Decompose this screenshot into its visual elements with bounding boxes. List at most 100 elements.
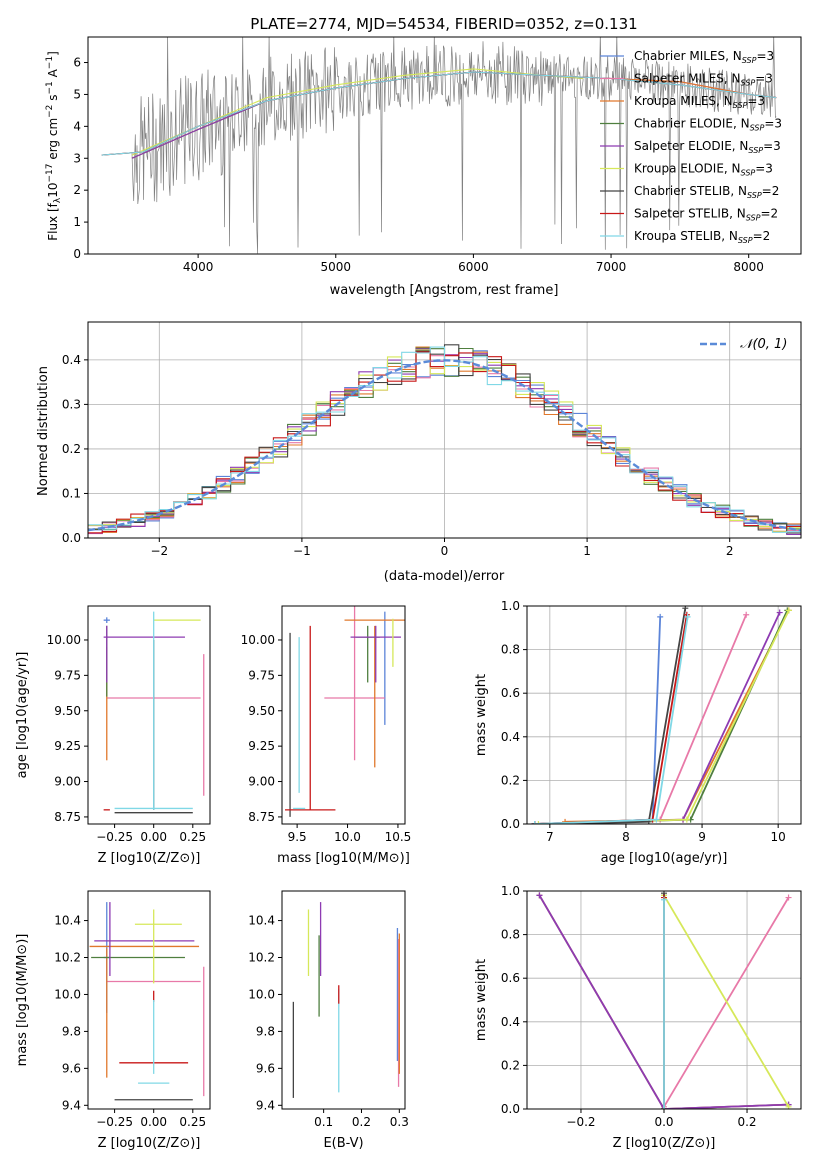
line-panel-cum-Z: −0.2 0.0 0.2 0.0 0.2 0.4 0.6 0.8 1.0 Z [log10(Z/Z…	[474, 884, 802, 1151]
y-tick-label: 0.0	[501, 1102, 520, 1116]
x-tick-label: 6000	[458, 260, 489, 274]
point-marker	[536, 892, 543, 899]
y-tick-label: 0.4	[501, 1015, 520, 1029]
point-marker	[661, 1106, 667, 1109]
y-tick-label: 0.0	[501, 817, 520, 831]
y-axis-label: Normed distribution	[36, 366, 51, 496]
legend-label: Chabrier STELIB, NSSP=2	[634, 184, 779, 200]
y-tick-label: 9.25	[54, 739, 81, 753]
axes-frame	[526, 890, 802, 1110]
y-tick-label: 1.0	[501, 599, 520, 613]
x-tick-label: −1	[293, 544, 311, 558]
y-tick-label: 0.2	[62, 442, 81, 456]
x-tick-label: 7000	[596, 260, 627, 274]
model-line-8	[101, 71, 777, 156]
y-tick-label: 2	[73, 183, 81, 197]
y-tick-label: 0.1	[62, 486, 81, 500]
x-axis-label: Z [log10(Z/Z⊙)]	[613, 1136, 716, 1151]
chart-title: PLATE=2774, MJD=54534, FIBERID=0352, z=0…	[250, 15, 637, 33]
x-tick-label: 10	[771, 830, 786, 844]
point-marker	[657, 613, 664, 620]
errorbars	[285, 606, 405, 817]
spectrum-lines	[101, 37, 777, 254]
parameter-panels: −0.25 0.00 0.25 8.75 9.00 9.25 9.50 9.75 10.00 Z …	[15, 599, 802, 1151]
x-axis-label: mass [log10(M/M⊙)]	[277, 851, 410, 866]
cumulative-lines	[531, 606, 792, 824]
x-tick-label: 8	[622, 830, 630, 844]
x-tick-label: 4000	[183, 260, 214, 274]
y-tick-label: 10.00	[241, 633, 275, 647]
errorbars	[89, 902, 205, 1101]
y-tick-label: 9.25	[248, 739, 275, 753]
legend-label: Salpeter STELIB, NSSP=2	[634, 207, 778, 223]
x-tick-label: −0.25	[96, 1115, 133, 1129]
x-tick-label: −0.25	[96, 830, 133, 844]
legend-label: Chabrier MILES, NSSP=3	[634, 49, 774, 65]
point-marker	[785, 607, 792, 614]
y-tick-label: 0.2	[501, 773, 520, 787]
axes-frame	[281, 605, 406, 825]
histogram-step-line	[88, 349, 801, 533]
y-tick-label: 0.2	[501, 1058, 520, 1072]
y-tick-label: 9.8	[62, 1024, 81, 1038]
point-marker	[535, 821, 542, 824]
y-tick-label: 10.0	[54, 987, 81, 1001]
y-tick-label: 10.4	[248, 914, 275, 928]
legend: Chabrier MILES, NSSP=3 Salpeter MILES, NS…	[600, 49, 782, 245]
x-axis-label: wavelength [Angstrom, rest frame]	[330, 283, 559, 298]
x-tick-label: 10.0	[334, 830, 361, 844]
observed-spectrum-line	[131, 37, 777, 254]
y-tick-label: 0.8	[501, 643, 520, 657]
axes-frame	[526, 605, 802, 825]
x-tick-label: 1	[583, 544, 591, 558]
histogram-step-line	[88, 346, 801, 533]
x-tick-label: 0.25	[179, 1115, 206, 1129]
x-tick-label: 0.00	[140, 1115, 167, 1129]
point-marker	[743, 611, 750, 618]
legend-label: Salpeter MILES, NSSP=3	[634, 72, 773, 88]
y-tick-label: 0	[73, 247, 81, 261]
x-tick-label: 0.0	[654, 1115, 673, 1129]
x-tick-label: 0.2	[352, 1115, 371, 1129]
errorbars	[292, 902, 400, 1098]
errorbars	[103, 611, 205, 814]
residual-plot-area: −2 −1 0 1 2 0.0 0.1 0.2 0.3 0.4	[62, 321, 802, 558]
y-tick-label: 10.00	[47, 633, 81, 647]
y-tick-label: 3	[73, 151, 81, 165]
y-tick-label: 9.4	[62, 1098, 81, 1112]
x-tick-label: 9.5	[288, 830, 307, 844]
legend-label: Kroupa STELIB, NSSP=2	[634, 229, 770, 245]
x-tick-label: 10.5	[385, 830, 412, 844]
axes-frame	[87, 890, 211, 1110]
y-tick-label: 9.50	[54, 704, 81, 718]
x-tick-label: 0	[441, 544, 449, 558]
y-axis-label: age [log10(age/yr)]	[15, 652, 30, 779]
line-panel-cum-age: 7 8 9 10 0.0 0.2 0.4 0.6 0.8 1.0 age [log10(age/yr…	[474, 599, 802, 866]
y-tick-label: 9.6	[62, 1061, 81, 1075]
x-axis-label: E(B-V)	[323, 1136, 363, 1151]
y-tick-label: 10.0	[248, 987, 275, 1001]
y-tick-label: 9.50	[248, 704, 275, 718]
y-axis-label: mass [log10(M/M⊙)]	[15, 934, 30, 1067]
axes-frame	[281, 890, 406, 1110]
legend-label: Kroupa MILES, NSSP=3	[634, 94, 765, 110]
x-tick-label: −0.2	[566, 1115, 595, 1129]
y-tick-label: 0.4	[501, 730, 520, 744]
y-tick-label: 9.75	[248, 668, 275, 682]
x-tick-label: 8000	[733, 260, 764, 274]
legend-label: Kroupa ELODIE, NSSP=3	[634, 162, 773, 178]
point-marker	[683, 816, 690, 823]
scatter-panel-age-vs-mass: 9.5 10.0 10.5 8.75 9.00 9.25 9.50 9.75 10.00 mass…	[241, 605, 412, 866]
x-tick-label: 0.3	[390, 1115, 409, 1129]
scatter-panel-mass-vs-Z: −0.25 0.00 0.25 9.4 9.6 9.8 10.0 10.2 10.4 Z [log…	[15, 890, 211, 1151]
y-tick-label: 0.8	[501, 928, 520, 942]
series-line	[538, 894, 789, 1109]
series-line	[663, 894, 790, 1108]
legend-label: Salpeter ELODIE, NSSP=3	[634, 139, 781, 155]
x-tick-label: −2	[150, 544, 168, 558]
y-tick-label: 10.2	[54, 951, 81, 965]
y-tick-label: 9.75	[54, 668, 81, 682]
normal-legend-label: 𝒩(0, 1)	[740, 337, 787, 352]
x-axis-label: age [log10(age/yr)]	[601, 851, 728, 866]
